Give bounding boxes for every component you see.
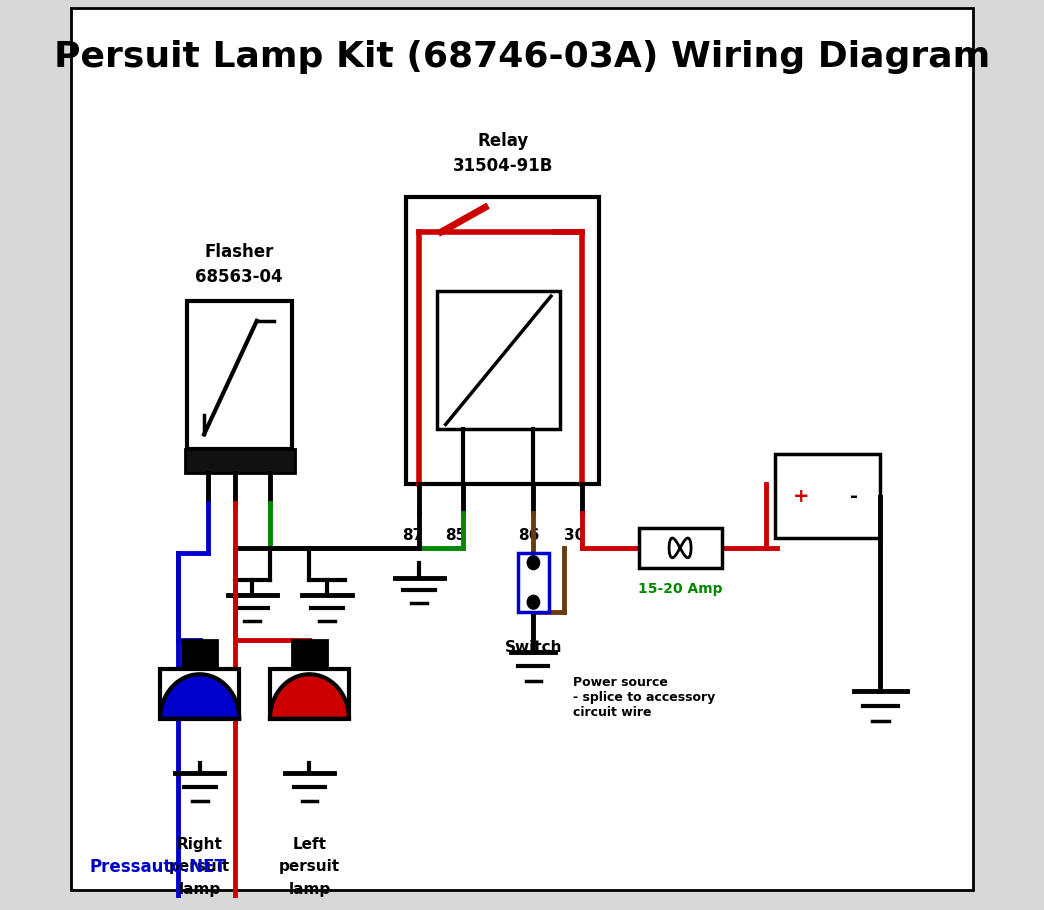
Circle shape: [527, 595, 540, 609]
Bar: [182, 640, 217, 670]
Text: 30: 30: [564, 528, 586, 543]
Wedge shape: [160, 674, 239, 719]
Bar: [406, 197, 599, 484]
Text: Relay
31504-91B: Relay 31504-91B: [452, 132, 553, 175]
Circle shape: [527, 556, 540, 570]
Bar: [436, 291, 560, 430]
Text: Power source
- splice to accessory
circuit wire: Power source - splice to accessory circu…: [573, 676, 715, 719]
Text: 86: 86: [519, 528, 540, 543]
Bar: [185, 450, 294, 473]
Text: 15-20 Amp: 15-20 Amp: [638, 582, 722, 596]
Text: Persuit Lamp Kit (68746-03A) Wiring Diagram: Persuit Lamp Kit (68746-03A) Wiring Diag…: [54, 40, 990, 75]
Bar: [518, 552, 549, 612]
Text: Right
persuit
lamp: Right persuit lamp: [169, 837, 231, 896]
Text: +: +: [793, 487, 809, 506]
Bar: [775, 454, 880, 538]
Text: 87: 87: [402, 528, 423, 543]
Text: Left
persuit
lamp: Left persuit lamp: [279, 837, 340, 896]
Bar: [160, 670, 239, 719]
Bar: [270, 670, 349, 719]
Bar: [187, 301, 292, 450]
Wedge shape: [270, 674, 349, 719]
Bar: [639, 528, 722, 568]
Bar: [292, 640, 327, 670]
Text: Pressauto.NET: Pressauto.NET: [90, 858, 227, 875]
Text: -: -: [850, 487, 858, 506]
Text: 85: 85: [446, 528, 467, 543]
Text: Switch: Switch: [504, 640, 562, 654]
Text: Flasher
68563-04: Flasher 68563-04: [195, 243, 283, 286]
